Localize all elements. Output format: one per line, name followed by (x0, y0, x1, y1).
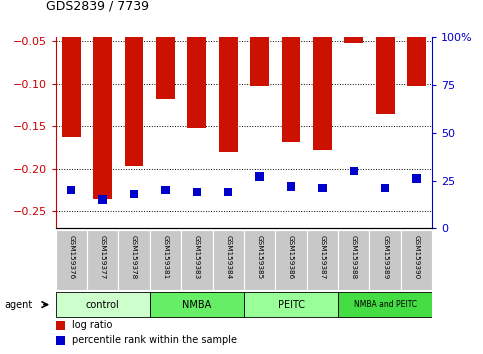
Bar (376, 0, 395, 114)
Bar (244, 230, 275, 290)
Text: GSM159377: GSM159377 (99, 235, 106, 279)
Bar (213, 230, 244, 290)
Bar (161, 186, 170, 194)
Bar (338, 292, 432, 318)
Text: GSM159384: GSM159384 (225, 235, 231, 279)
Bar (125, 0, 143, 166)
Text: log ratio: log ratio (72, 320, 113, 330)
Text: PEITC: PEITC (278, 299, 304, 310)
Bar (181, 230, 213, 290)
Bar (156, 0, 175, 99)
Bar (224, 188, 232, 196)
Bar (130, 190, 138, 198)
Text: GSM159388: GSM159388 (351, 235, 357, 279)
Bar (401, 230, 432, 290)
Text: agent: agent (5, 299, 33, 310)
Text: control: control (86, 299, 119, 310)
Bar (369, 230, 401, 290)
Bar (99, 195, 107, 204)
Text: GDS2839 / 7739: GDS2839 / 7739 (46, 0, 149, 12)
Bar (219, 0, 238, 152)
Bar (93, 0, 112, 199)
Bar (56, 336, 65, 345)
Text: GSM159390: GSM159390 (413, 235, 420, 279)
Text: GSM159387: GSM159387 (319, 235, 326, 279)
Bar (87, 230, 118, 290)
Bar (62, 0, 81, 137)
Text: GSM159381: GSM159381 (162, 235, 169, 279)
Bar (56, 230, 87, 290)
Bar (313, 0, 332, 150)
Bar (282, 0, 300, 142)
Bar (56, 321, 65, 330)
Bar (118, 230, 150, 290)
Bar (150, 230, 181, 290)
Text: NMBA and PEITC: NMBA and PEITC (354, 300, 417, 309)
Text: GSM159378: GSM159378 (131, 235, 137, 279)
Bar (381, 184, 389, 193)
Bar (350, 167, 358, 175)
Bar (150, 292, 244, 318)
Bar (275, 230, 307, 290)
Bar (256, 172, 264, 181)
Bar (307, 230, 338, 290)
Bar (318, 184, 327, 193)
Text: percentile rank within the sample: percentile rank within the sample (72, 336, 238, 346)
Bar (187, 0, 206, 128)
Bar (344, 0, 363, 43)
Bar (407, 0, 426, 86)
Text: GSM159383: GSM159383 (194, 235, 200, 279)
Bar (67, 186, 75, 194)
Text: GSM159386: GSM159386 (288, 235, 294, 279)
Text: GSM159389: GSM159389 (382, 235, 388, 279)
Bar (250, 0, 269, 86)
Text: NMBA: NMBA (182, 299, 212, 310)
Bar (338, 230, 369, 290)
Bar (244, 292, 338, 318)
Bar (412, 174, 421, 183)
Bar (193, 188, 201, 196)
Text: GSM159385: GSM159385 (256, 235, 263, 279)
Bar (287, 182, 295, 190)
Text: GSM159376: GSM159376 (68, 235, 74, 279)
Bar (56, 292, 150, 318)
